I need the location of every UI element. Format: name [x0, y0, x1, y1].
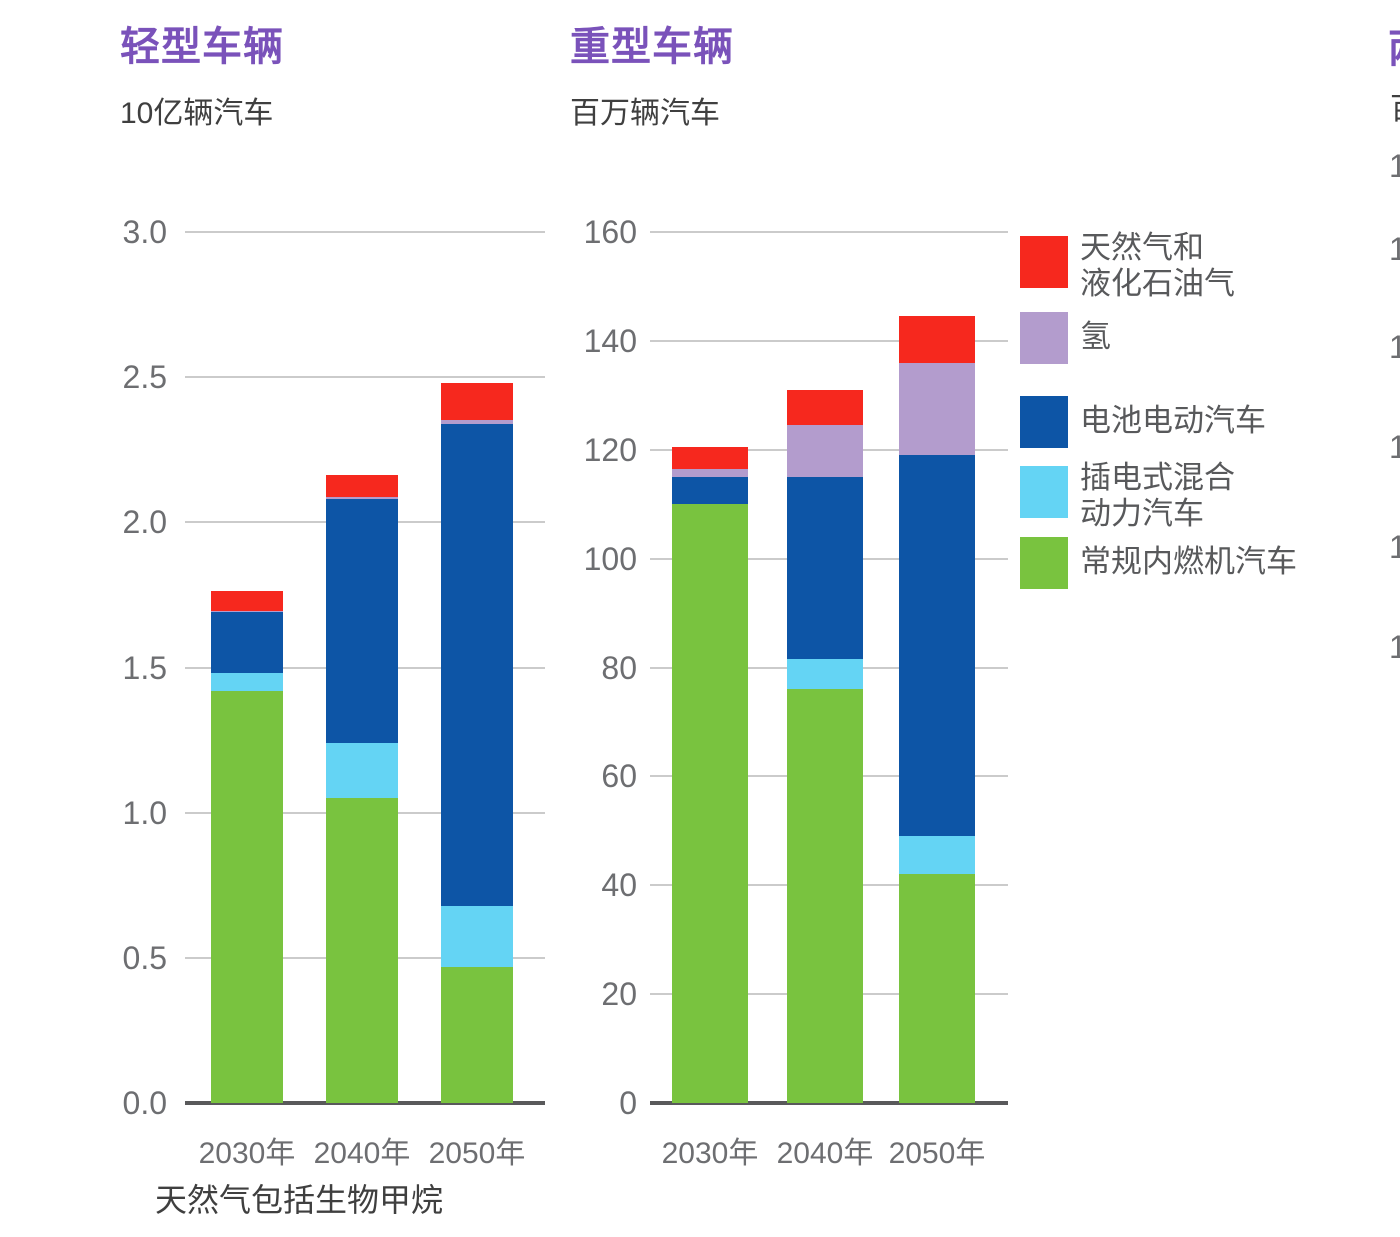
legend-swatch-phev — [1020, 466, 1068, 518]
x-axis-tick-label: 2050年 — [428, 1137, 526, 1170]
clipped-axis-tick-fragment: 1 — [1389, 629, 1400, 665]
y-axis-tick-label: 100 — [583, 540, 637, 577]
y-axis-tick-label: 2.5 — [122, 359, 167, 396]
bar-segment-gas — [211, 590, 283, 611]
bar-segment-h2 — [787, 425, 863, 477]
bar-segment-gas — [899, 316, 975, 363]
y-axis-tick-label: 1.0 — [122, 794, 167, 831]
heavy-vehicles-title: 重型车辆 — [570, 25, 734, 69]
y-axis-tick-label: 1.5 — [122, 649, 167, 686]
clipped-axis-tick-fragment: 1 — [1389, 231, 1400, 267]
bar-segment-bev — [672, 476, 748, 505]
bar-segment-gas — [326, 475, 398, 498]
bar-segment-gas — [441, 382, 513, 421]
legend-swatch-h2 — [1020, 312, 1068, 364]
x-axis-tick-label: 2030年 — [661, 1137, 759, 1170]
bar-segment-bev — [787, 476, 863, 660]
legend-swatch-bev — [1020, 396, 1068, 448]
bar-segment-ice — [326, 798, 398, 1103]
y-axis-tick-label: 140 — [583, 322, 637, 359]
clipped-third-panel-title-fragment: 两 — [1388, 16, 1400, 74]
bar-segment-bev — [899, 455, 975, 837]
bar-segment-ice — [441, 966, 513, 1103]
bar-segment-gas — [787, 389, 863, 426]
bar-segment-ice — [672, 504, 748, 1103]
light-vehicles-title: 轻型车辆 — [120, 25, 284, 69]
x-axis-tick-label: 2040年 — [776, 1137, 874, 1170]
bar-segment-ice — [899, 874, 975, 1103]
y-axis-tick-label: 80 — [601, 649, 637, 686]
legend-label-h2: 氢 — [1080, 319, 1111, 354]
bar-segment-h2 — [899, 362, 975, 456]
legend-label-gas: 天然气和 液化石油气 — [1080, 230, 1235, 301]
clipped-axis-tick-fragment: 1 — [1389, 148, 1400, 184]
footnote: 天然气包括生物甲烷 — [155, 1182, 444, 1218]
bar-segment-ice — [211, 690, 283, 1103]
bar-segment-bev — [211, 612, 283, 674]
y-axis-tick-label: 0.0 — [122, 1085, 167, 1121]
legend-swatch-gas — [1020, 236, 1068, 288]
y-axis-tick-label: 120 — [583, 431, 637, 468]
gridline — [650, 339, 1008, 342]
legend-label-bev: 电池电动汽车 — [1080, 403, 1266, 438]
light-vehicles-unit-label: 10亿辆汽车 — [120, 97, 274, 130]
bar-segment-h2 — [211, 610, 283, 613]
legend-label-ice: 常规内燃机汽车 — [1080, 544, 1297, 579]
bar-segment-h2 — [441, 420, 513, 424]
bar-segment-phev — [441, 905, 513, 967]
y-axis-tick-label: 0.5 — [122, 939, 167, 976]
clipped-third-panel-subtitle-fragment: 百 — [1390, 84, 1400, 128]
y-axis-tick-label: 160 — [583, 214, 637, 250]
x-axis-tick-label: 2040年 — [313, 1137, 411, 1170]
bar-segment-phev — [326, 742, 398, 799]
legend-swatch-ice — [1020, 537, 1068, 589]
bar-segment-phev — [211, 673, 283, 691]
x-axis-line — [185, 1101, 545, 1105]
bar-segment-ice — [787, 689, 863, 1103]
y-axis-tick-label: 40 — [601, 867, 637, 904]
bar-segment-h2 — [672, 468, 748, 477]
bar-segment-h2 — [326, 497, 398, 500]
y-axis-tick-label: 60 — [601, 758, 637, 795]
gridline — [185, 376, 545, 379]
bar-segment-phev — [787, 659, 863, 690]
bar-segment-bev — [326, 499, 398, 743]
y-axis-tick-label: 2.0 — [122, 504, 167, 541]
clipped-axis-tick-fragment: 1 — [1389, 429, 1400, 465]
clipped-axis-tick-fragment: 1 — [1389, 329, 1400, 365]
x-axis-tick-label: 2030年 — [198, 1137, 296, 1170]
clipped-axis-tick-fragment: 1 — [1389, 529, 1400, 565]
legend-label-phev: 插电式混合 动力汽车 — [1080, 460, 1235, 531]
y-axis-tick-label: 3.0 — [122, 214, 167, 250]
x-axis-tick-label: 2050年 — [888, 1137, 986, 1170]
gridline — [650, 231, 1008, 233]
bar-segment-phev — [899, 836, 975, 875]
y-axis-tick-label: 0 — [619, 1085, 637, 1121]
gridline — [185, 231, 545, 233]
heavy-vehicles-unit-label: 百万辆汽车 — [570, 97, 720, 130]
x-axis-line — [650, 1101, 1008, 1105]
bar-segment-gas — [672, 447, 748, 469]
bar-segment-bev — [441, 423, 513, 906]
y-axis-tick-label: 20 — [601, 976, 637, 1013]
